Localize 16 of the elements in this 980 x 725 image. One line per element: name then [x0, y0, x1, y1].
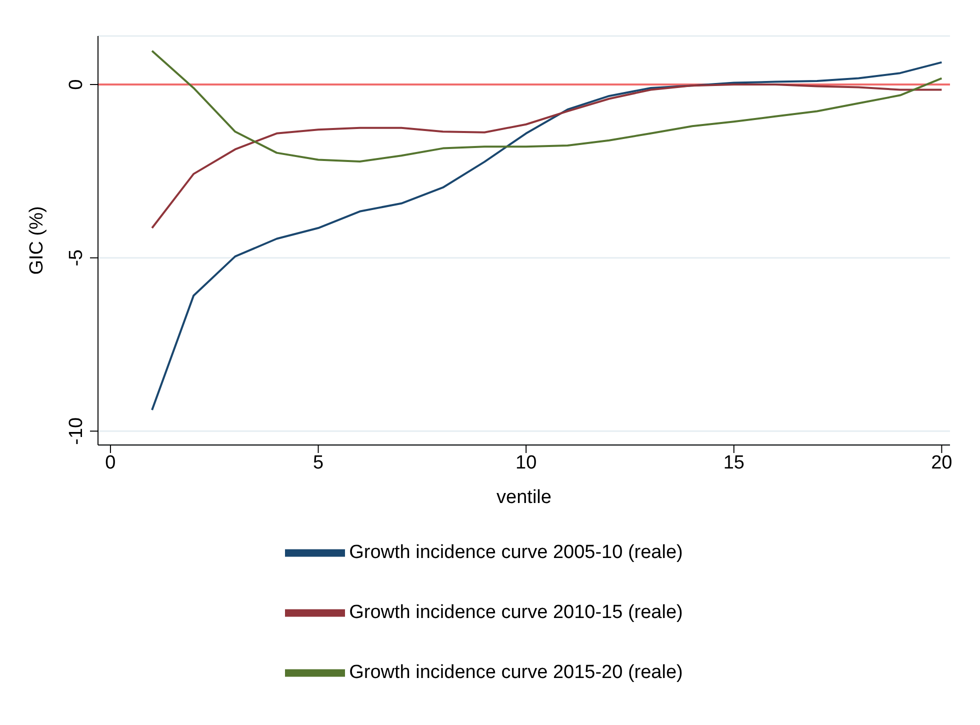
x-tick-label: 15	[723, 452, 744, 474]
y-tick-label: -5	[66, 249, 87, 266]
y-tick-label: -10	[66, 417, 87, 445]
legend-label: Growth incidence curve 2010-15 (reale)	[349, 602, 683, 624]
x-tick-label: 20	[931, 452, 952, 474]
line-series	[151, 84, 943, 230]
line-series	[151, 50, 943, 162]
line-series	[151, 61, 943, 411]
x-tick-label: 0	[105, 452, 116, 474]
x-axis-title: ventile	[496, 487, 552, 508]
legend-label: Growth incidence curve 2005-10 (reale)	[349, 542, 683, 564]
x-tick-label: 10	[516, 452, 537, 474]
y-axis-title: GIC (%)	[26, 206, 48, 275]
y-tick-label: 0	[66, 79, 87, 90]
x-tick-label: 5	[312, 452, 324, 474]
legend-label: Growth incidence curve 2015-20 (reale)	[349, 662, 683, 684]
